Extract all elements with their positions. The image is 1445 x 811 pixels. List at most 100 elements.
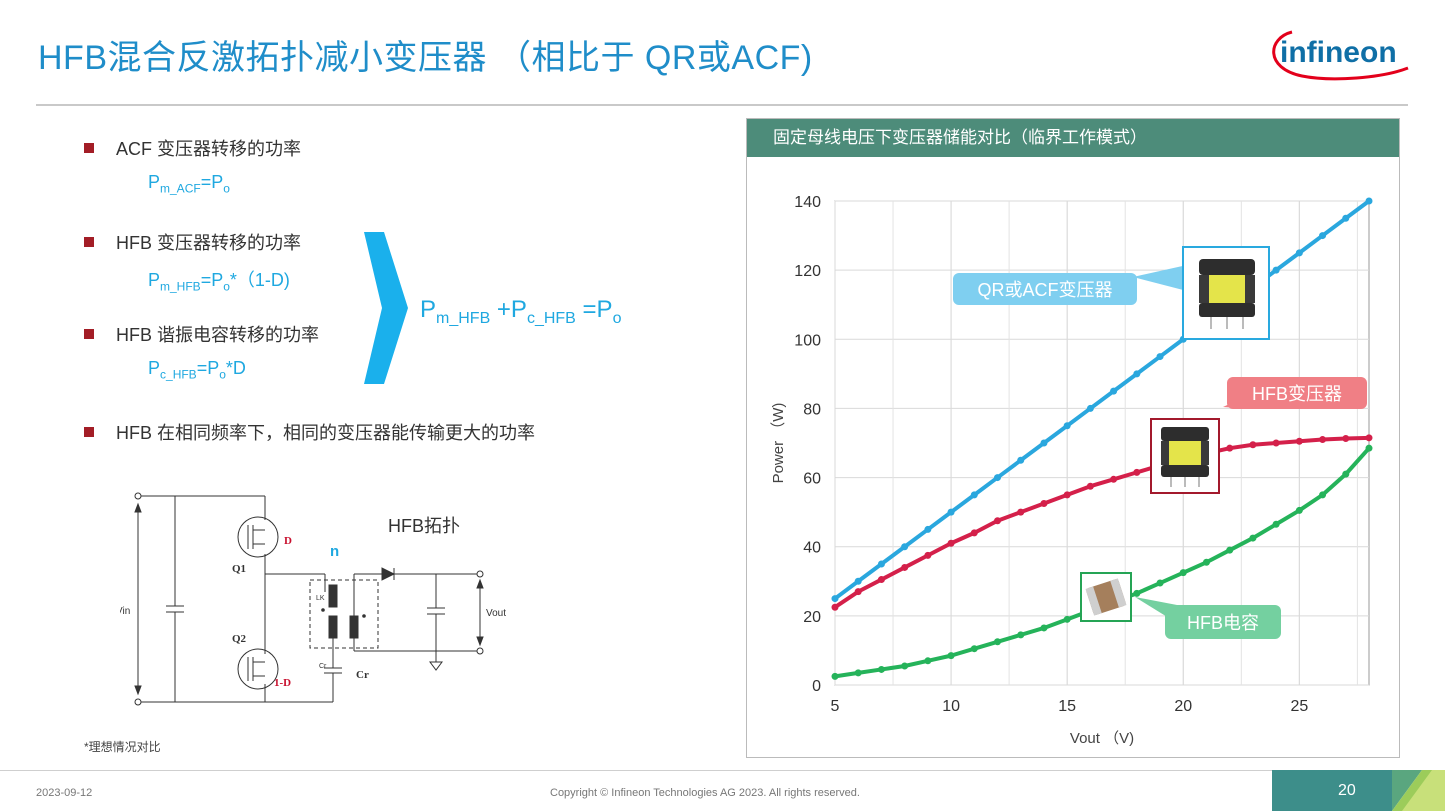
bullet-summary: HFB 在相同频率下，相同的变压器能传输更大的功率	[84, 419, 535, 445]
y-tick-label: 100	[794, 332, 821, 349]
data-point	[1133, 370, 1141, 378]
data-point	[1272, 266, 1280, 274]
data-point	[1017, 508, 1025, 516]
data-point	[1295, 506, 1303, 514]
bullet-cap-text: HFB 谐振电容转移的功率	[116, 325, 320, 345]
data-point	[1110, 387, 1118, 395]
bullet-hfb: HFB 变压器转移的功率	[84, 229, 301, 255]
data-point	[1295, 437, 1303, 445]
x-axis-label: Vout （V)	[1070, 730, 1134, 747]
data-point	[970, 491, 978, 499]
data-point	[1063, 491, 1071, 499]
data-point	[1040, 500, 1048, 507]
data-point	[1110, 475, 1118, 483]
formula-hfb: Pm_HFB=Po*（1-D)	[148, 270, 290, 294]
series-blue-line	[833, 199, 1371, 601]
data-point	[994, 517, 1002, 525]
data-point	[1017, 456, 1025, 464]
data-point	[1202, 558, 1210, 566]
data-point	[1295, 249, 1303, 257]
transformer-image-icon	[1199, 259, 1255, 329]
hfb-circuit-diagram: Vin Vout Q1 Q2 D 1-D n LK Cr Cr	[120, 492, 506, 706]
bullet-acf-text: ACF 变压器转移的功率	[116, 139, 302, 159]
data-point	[1365, 444, 1373, 452]
data-point	[1179, 569, 1187, 577]
footnote: *理想情况对比	[84, 740, 161, 754]
data-point	[1319, 232, 1327, 240]
logo-text: infineon	[1280, 36, 1397, 69]
data-point	[1086, 404, 1094, 412]
bullet-cap: HFB 谐振电容转移的功率	[84, 321, 319, 347]
data-point	[994, 638, 1002, 646]
n-label: n	[330, 543, 339, 560]
data-point	[1226, 546, 1234, 554]
data-point	[831, 603, 839, 611]
bullet-acf: ACF 变压器转移的功率	[84, 135, 301, 161]
data-point	[1156, 353, 1164, 361]
footer-corner-graphic	[1272, 770, 1445, 811]
data-point	[831, 595, 839, 603]
footer-date: 2023-09-12	[36, 787, 93, 799]
y-tick-label: 20	[803, 609, 821, 626]
formula-cap: Pc_HFB=Po*D	[148, 358, 246, 382]
slide-title: HFB混合反激拓扑减小变压器 （相比于 QR或ACF)	[38, 39, 813, 77]
data-point	[1249, 534, 1257, 542]
lk-label: LK	[316, 595, 325, 602]
y-axis-label: Power （W)	[770, 403, 787, 484]
data-point	[1086, 482, 1094, 490]
y-tick-label: 120	[794, 263, 821, 280]
q2-label: Q2	[232, 633, 247, 645]
series-red-line	[833, 435, 1370, 609]
chart-ticks: 0 20 40 60 80 100 120 140 5 10 15 20 25	[794, 194, 1308, 715]
data-point	[1319, 491, 1327, 499]
data-point	[1133, 468, 1141, 476]
q1-label: Q1	[232, 563, 246, 575]
data-point	[1249, 441, 1257, 449]
chevron-right-icon	[364, 232, 408, 384]
bullet-square-icon	[84, 329, 94, 339]
title-rule	[36, 104, 1408, 106]
data-point	[901, 662, 909, 670]
data-point	[877, 576, 885, 584]
power-sum-formula: Pm_HFB +Pc_HFB =Po	[420, 296, 622, 327]
data-point	[924, 657, 932, 665]
data-point	[877, 560, 885, 568]
data-point	[1063, 422, 1071, 430]
data-point	[1040, 624, 1048, 632]
data-point	[1342, 214, 1350, 222]
data-point	[947, 652, 955, 660]
data-point	[1342, 470, 1350, 478]
data-point	[1017, 631, 1025, 639]
y-tick-label: 60	[803, 471, 821, 488]
vout-label: Vout	[486, 608, 506, 619]
bullet-summary-text: HFB 在相同频率下，相同的变压器能传输更大的功率	[116, 423, 535, 443]
bullet-square-icon	[84, 143, 94, 153]
bullet-hfb-text: HFB 变压器转移的功率	[116, 233, 302, 253]
data-point	[1156, 579, 1164, 587]
one-minus-d-label: 1-D	[274, 677, 291, 689]
data-point	[854, 669, 862, 677]
data-point	[1133, 589, 1141, 597]
data-point	[924, 551, 932, 559]
data-point	[947, 539, 955, 547]
data-point	[901, 563, 909, 571]
comparison-panel: 固定母线电压下变压器储能对比（临界工作模式） 0 20 40 60 80 100 120 14…	[746, 118, 1400, 758]
data-point	[854, 588, 862, 596]
callout-hfb-capacitor: HFB电容	[1080, 572, 1281, 639]
y-tick-label: 40	[803, 540, 821, 557]
data-point	[831, 672, 839, 680]
vin-label: Vin	[120, 606, 130, 617]
infineon-logo: infineon	[1272, 30, 1409, 81]
panel-header: 固定母线电压下变压器储能对比（临界工作模式）	[747, 119, 1399, 157]
data-point	[1272, 439, 1280, 447]
y-tick-label: 80	[803, 401, 821, 418]
y-tick-label: 140	[794, 194, 821, 211]
data-point	[1342, 435, 1350, 443]
data-point	[970, 529, 978, 537]
x-tick-label: 5	[831, 698, 840, 715]
power-chart: 0 20 40 60 80 100 120 140 5 10 15 20 25 Vout （V) Pow…	[770, 194, 1373, 747]
callout-qr-transformer: QR或ACF变压器	[953, 246, 1270, 340]
data-point	[970, 645, 978, 653]
data-point	[877, 665, 885, 673]
data-point	[994, 474, 1002, 482]
